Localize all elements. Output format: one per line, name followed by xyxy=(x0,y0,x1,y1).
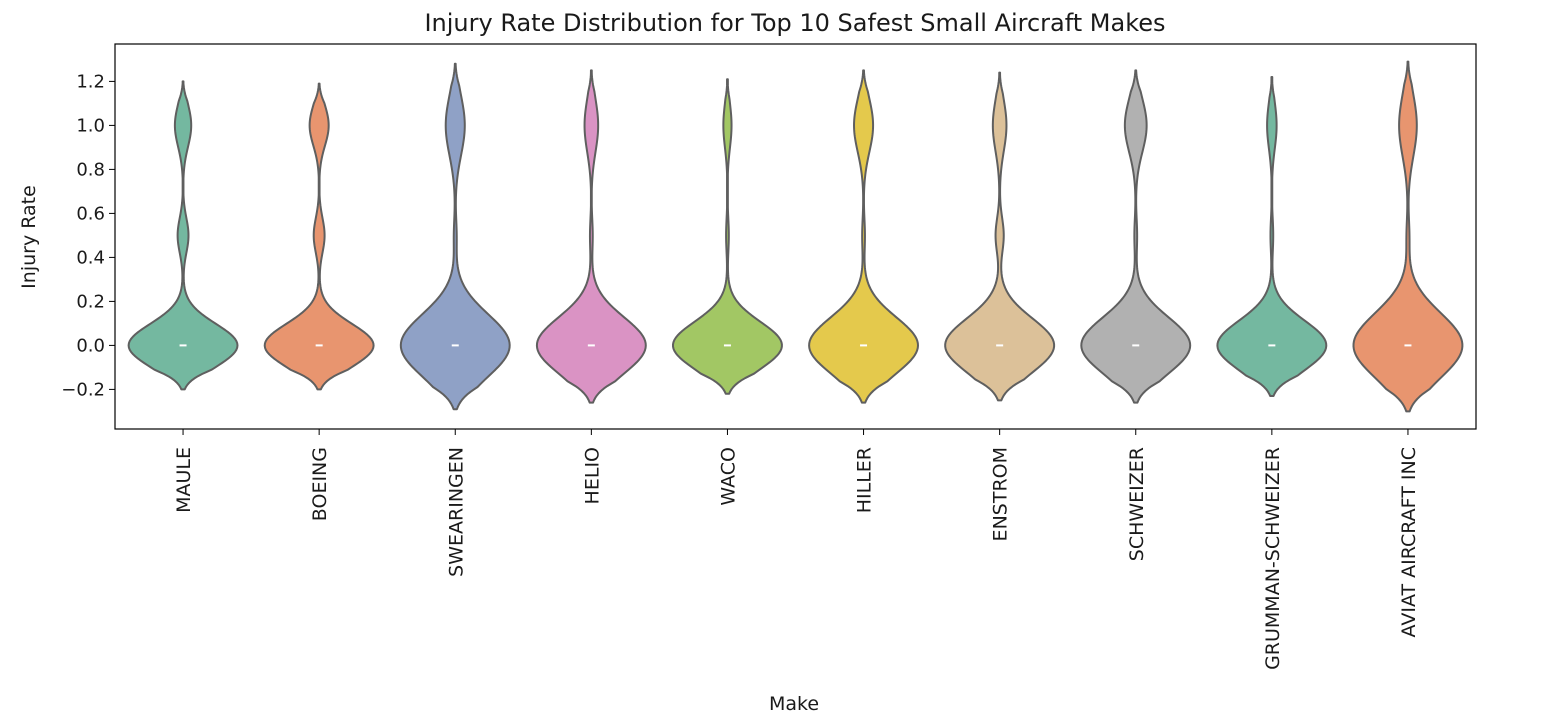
chart-title: Injury Rate Distribution for Top 10 Safe… xyxy=(424,9,1165,37)
y-tick-label: 0.6 xyxy=(76,203,105,224)
y-tick-label: 0.2 xyxy=(76,291,105,312)
x-category-label: HILLER xyxy=(854,447,876,513)
y-tick-label: 1.0 xyxy=(76,115,105,136)
x-category-label: ENSTROM xyxy=(990,447,1012,541)
x-category-label: SWEARINGEN xyxy=(445,447,467,577)
violin-body xyxy=(1080,69,1192,404)
violin-body xyxy=(399,62,511,411)
x-category-label: SCHWEIZER xyxy=(1126,447,1148,561)
y-axis-ticks: −0.2 0.0 0.2 0.4 0.6 0.8 1.0 1.2 xyxy=(61,71,115,400)
x-category-label: MAULE xyxy=(173,447,195,513)
violin-body xyxy=(672,78,783,395)
x-category-label: HELIO xyxy=(581,447,603,504)
plot-frame xyxy=(114,43,1477,430)
x-category-label: AVIAT AIRCRAFT INC xyxy=(1398,447,1420,637)
x-axis-ticks: MAULE BOEING SWEARINGEN HELIO WACO HILLER ENST… xyxy=(173,429,1420,670)
violin-layer xyxy=(127,60,1464,413)
violin-body xyxy=(535,69,647,404)
y-tick-label: 0.4 xyxy=(76,247,105,268)
violin-body xyxy=(263,82,375,391)
y-tick-label: 1.2 xyxy=(76,71,105,92)
violin-body xyxy=(944,71,1056,402)
y-tick-label: −0.2 xyxy=(61,379,105,400)
x-category-label: GRUMMAN-SCHWEIZER xyxy=(1262,447,1284,670)
x-axis-label: Make xyxy=(769,693,819,715)
y-tick-label: 0.8 xyxy=(76,159,105,180)
x-category-label: WACO xyxy=(717,447,739,506)
y-tick-label: 0.0 xyxy=(76,335,105,356)
y-axis-label: Injury Rate xyxy=(18,185,40,289)
violin-body xyxy=(808,69,919,404)
violin-body xyxy=(127,80,239,391)
x-category-label: BOEING xyxy=(309,447,331,521)
violin-body xyxy=(1352,60,1464,413)
violin-body xyxy=(1216,76,1328,397)
